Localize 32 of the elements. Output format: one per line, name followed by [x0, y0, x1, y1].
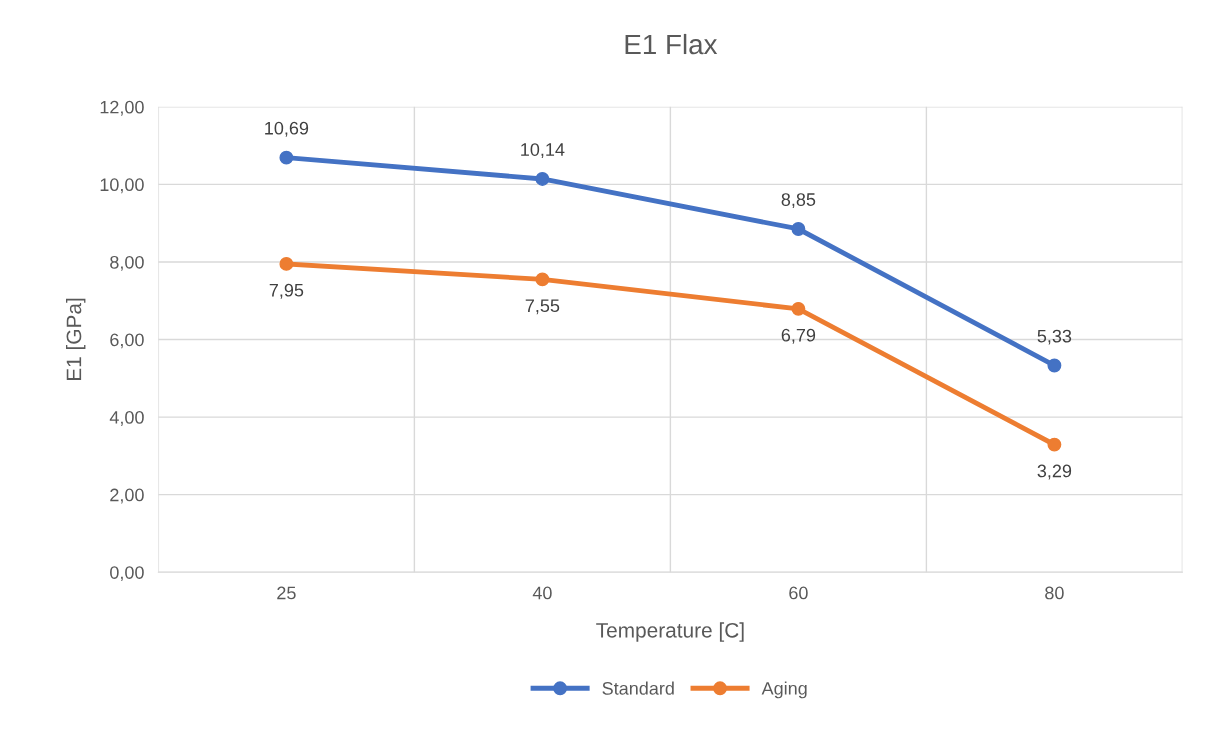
y-axis-title: E1 [GPa]: [66, 298, 86, 381]
y-tick-label: 6,00: [110, 333, 144, 349]
y-tick-label: 2,00: [110, 488, 144, 504]
point: [279, 150, 294, 165]
y-tick-label: 4,00: [109, 411, 144, 426]
point: [1047, 437, 1062, 452]
data-label: 5,33: [1037, 329, 1072, 345]
x-tick-label: 40: [532, 586, 552, 600]
x-tick-label: 80: [1045, 586, 1064, 600]
point: [535, 272, 550, 287]
data-label: 10,14: [521, 143, 565, 159]
legend-label: Aging: [761, 681, 807, 699]
point: [535, 172, 550, 186]
x-tick-label: 60: [789, 586, 808, 600]
x-tick-label: 25: [277, 586, 296, 600]
legend-label: Standard: [602, 681, 674, 695]
x-axis-title: Temperature [C]: [596, 622, 744, 642]
data-label: 7,55: [525, 299, 560, 315]
point: [791, 222, 806, 236]
y-tick-label: 8,00: [110, 255, 144, 271]
y-tick-label: 12,00: [100, 100, 144, 116]
data-label: 7,95: [269, 283, 304, 299]
data-label: 3,29: [1037, 464, 1072, 480]
chart-title: E1 Flax: [625, 33, 718, 55]
data-label: 10,69: [265, 121, 309, 137]
data-label: 8,85: [781, 193, 816, 209]
point: [279, 256, 294, 271]
point: [791, 301, 806, 316]
y-tick-label: 0,00: [110, 566, 144, 582]
y-tick-label: 10,00: [100, 178, 144, 194]
point: [1047, 358, 1062, 373]
data-label: 6,79: [781, 328, 816, 344]
